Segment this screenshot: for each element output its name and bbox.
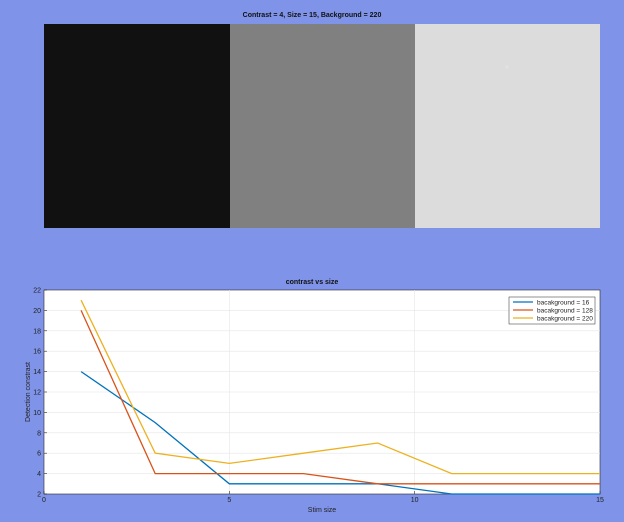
y-tick-label: 18	[33, 328, 41, 335]
y-tick-label: 10	[33, 410, 41, 417]
series-line-1	[80, 371, 600, 495]
y-tick-label: 16	[33, 349, 41, 356]
y-tick-label: 20	[33, 308, 41, 315]
swatch-background-220	[415, 24, 600, 228]
legend-label-3: bacakground = 220	[537, 315, 593, 322]
series-lines	[80, 299, 600, 495]
x-axis-label: Stim size	[308, 507, 337, 514]
y-axis-label: Detection constrast	[25, 362, 32, 422]
stimulus-panel	[44, 24, 600, 228]
y-tick-label: 22	[33, 288, 41, 295]
x-tick-label: 10	[411, 497, 419, 504]
x-tick-label: 0	[42, 497, 46, 504]
stimulus-title: Contrast = 4, Size = 15, Background = 22…	[242, 12, 382, 19]
y-tick-label: 12	[33, 390, 41, 397]
legend-label-1: bacakground = 16	[537, 299, 590, 306]
y-tick-label: 14	[33, 369, 41, 376]
axis-ticks: 0 5 10 15 2 4 6 8 10 12 14 16 18 20 22	[33, 288, 604, 505]
y-tick-label: 2	[37, 492, 41, 499]
grid-lines	[44, 290, 600, 494]
y-tick-label: 8	[37, 430, 41, 437]
x-tick-label: 15	[596, 497, 604, 504]
legend-label-2: bacakground = 128	[537, 307, 593, 314]
swatch-background-16	[44, 24, 230, 228]
y-tick-label: 6	[37, 451, 41, 458]
swatch-background-128	[230, 24, 415, 228]
x-tick-label: 5	[227, 497, 231, 504]
y-tick-label: 4	[37, 471, 41, 478]
chart-title: contrast vs size	[285, 279, 339, 286]
series-line-3	[80, 299, 600, 475]
series-line-2	[80, 310, 600, 485]
stimulus-spot	[505, 65, 509, 69]
